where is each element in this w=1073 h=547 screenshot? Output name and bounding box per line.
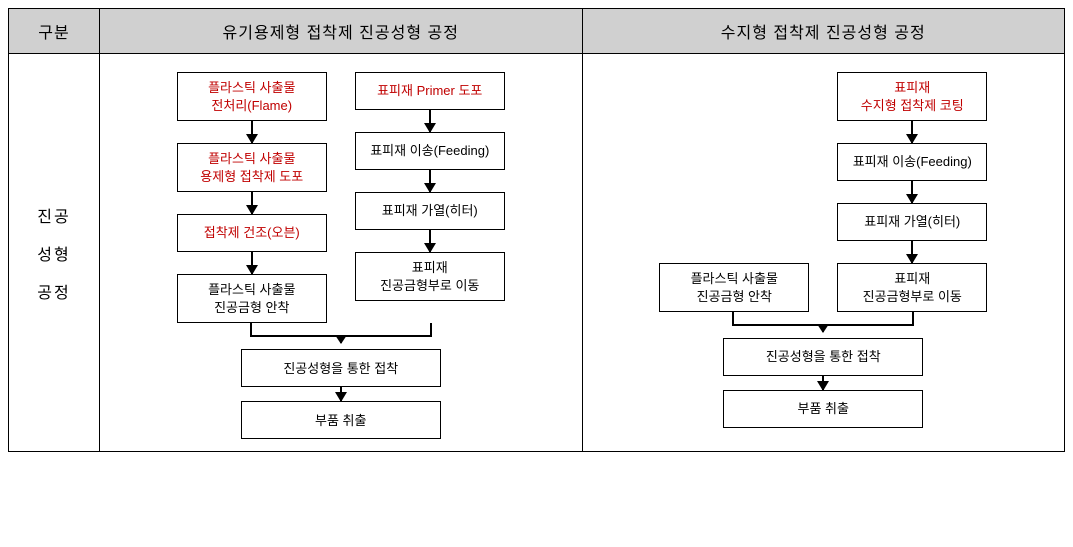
proc2-t2: 표피재 가열(히터)	[837, 203, 987, 241]
proc1-r1: 표피재 이송(Feeding)	[355, 132, 505, 170]
proc1-merge	[176, 323, 506, 349]
proc1-r0: 표피재 Primer 도포	[355, 72, 505, 110]
proc2-row4-left: 플라스틱 사출물 진공금형 안착	[659, 263, 809, 312]
text: 표피재 Primer 도포	[360, 82, 500, 100]
text: 진공금형부로 이동	[842, 288, 982, 306]
arrow-down-icon	[251, 252, 253, 274]
proc2-row4-right: 표피재 진공금형부로 이동	[837, 263, 987, 312]
text: 수지형 접착제 코팅	[842, 97, 982, 115]
proc2-m0: 진공성형을 통한 접착	[723, 338, 923, 376]
proc2-t1: 표피재 이송(Feeding)	[837, 143, 987, 181]
proc1-right-chain: 표피재 Primer 도포 표피재 이송(Feeding) 표피재 가열(히터)…	[355, 72, 505, 323]
process1-column: 유기용제형 접착제 진공성형 공정 플라스틱 사출물 전처리(Flame) 플라…	[99, 9, 582, 451]
text: 진공금형 안착	[664, 288, 804, 306]
row-label-1: 진공	[37, 203, 70, 227]
text: 표피재 가열(히터)	[842, 213, 982, 231]
process2-column: 수지형 접착제 진공성형 공정 플라스틱 사출물 진공금형 안착 표피재 수지형…	[582, 9, 1065, 451]
header-proc2: 수지형 접착제 진공성형 공정	[583, 9, 1065, 54]
text: 표피재	[360, 259, 500, 277]
text: 플라스틱 사출물	[182, 79, 322, 97]
label-column: 구분 진공 성형 공정	[9, 9, 99, 451]
arrow-down-icon	[429, 170, 431, 192]
proc1-l1: 플라스틱 사출물 용제형 접착제 도포	[177, 143, 327, 192]
text: 플라스틱 사출물	[182, 150, 322, 168]
text: 진공성형을 통한 접착	[246, 360, 436, 378]
proc2-m1: 부품 취출	[723, 390, 923, 428]
text: 용제형 접착제 도포	[182, 168, 322, 186]
proc1-l0: 플라스틱 사출물 전처리(Flame)	[177, 72, 327, 121]
arrow-down-icon	[911, 241, 913, 263]
proc1-body: 플라스틱 사출물 전처리(Flame) 플라스틱 사출물 용제형 접착제 도포 …	[100, 54, 582, 451]
row-label-3: 공정	[37, 279, 70, 303]
text: 플라스틱 사출물	[182, 281, 322, 299]
proc2-parallel: 플라스틱 사출물 진공금형 안착 표피재 수지형 접착제 코팅 표피재 이송(F…	[659, 72, 987, 312]
comparison-table: 구분 진공 성형 공정 유기용제형 접착제 진공성형 공정 플라스틱 사출물 전…	[8, 8, 1065, 452]
header-proc1: 유기용제형 접착제 진공성형 공정	[100, 9, 582, 54]
text: 표피재	[842, 270, 982, 288]
proc1-parallel: 플라스틱 사출물 전처리(Flame) 플라스틱 사출물 용제형 접착제 도포 …	[177, 72, 505, 323]
arrow-down-icon	[822, 376, 824, 390]
proc1-r3: 표피재 진공금형부로 이동	[355, 252, 505, 301]
text: 표피재	[842, 79, 982, 97]
row-label: 진공 성형 공정	[9, 54, 99, 451]
proc2-left-chain: 플라스틱 사출물 진공금형 안착	[659, 72, 809, 312]
text: 표피재 이송(Feeding)	[360, 142, 500, 160]
proc2-right-chain: 표피재 수지형 접착제 코팅 표피재 이송(Feeding) 표피재 가열(히터…	[837, 72, 987, 312]
text: 부품 취출	[246, 412, 436, 430]
text: 진공성형을 통한 접착	[728, 348, 918, 366]
row-label-2: 성형	[37, 241, 70, 265]
arrow-down-icon	[251, 192, 253, 214]
arrow-down-icon	[911, 121, 913, 143]
text: 진공금형 안착	[182, 299, 322, 317]
proc2-body: 플라스틱 사출물 진공금형 안착 표피재 수지형 접착제 코팅 표피재 이송(F…	[583, 54, 1065, 451]
arrow-down-icon	[251, 121, 253, 143]
arrow-down-icon	[340, 387, 342, 401]
arrow-down-icon	[429, 110, 431, 132]
proc2-t0: 표피재 수지형 접착제 코팅	[837, 72, 987, 121]
text: 접착제 건조(오븐)	[182, 224, 322, 242]
arrow-down-icon	[911, 181, 913, 203]
arrow-down-icon	[429, 230, 431, 252]
proc1-l3: 플라스틱 사출물 진공금형 안착	[177, 274, 327, 323]
text: 전처리(Flame)	[182, 97, 322, 115]
proc1-l2: 접착제 건조(오븐)	[177, 214, 327, 252]
text: 부품 취출	[728, 400, 918, 418]
proc1-m0: 진공성형을 통한 접착	[241, 349, 441, 387]
header-label: 구분	[9, 9, 99, 54]
text: 표피재 이송(Feeding)	[842, 153, 982, 171]
proc1-r2: 표피재 가열(히터)	[355, 192, 505, 230]
proc2-merge	[658, 312, 988, 338]
text: 진공금형부로 이동	[360, 277, 500, 295]
proc1-left-chain: 플라스틱 사출물 전처리(Flame) 플라스틱 사출물 용제형 접착제 도포 …	[177, 72, 327, 323]
proc1-m1: 부품 취출	[241, 401, 441, 439]
text: 플라스틱 사출물	[664, 270, 804, 288]
text: 표피재 가열(히터)	[360, 202, 500, 220]
